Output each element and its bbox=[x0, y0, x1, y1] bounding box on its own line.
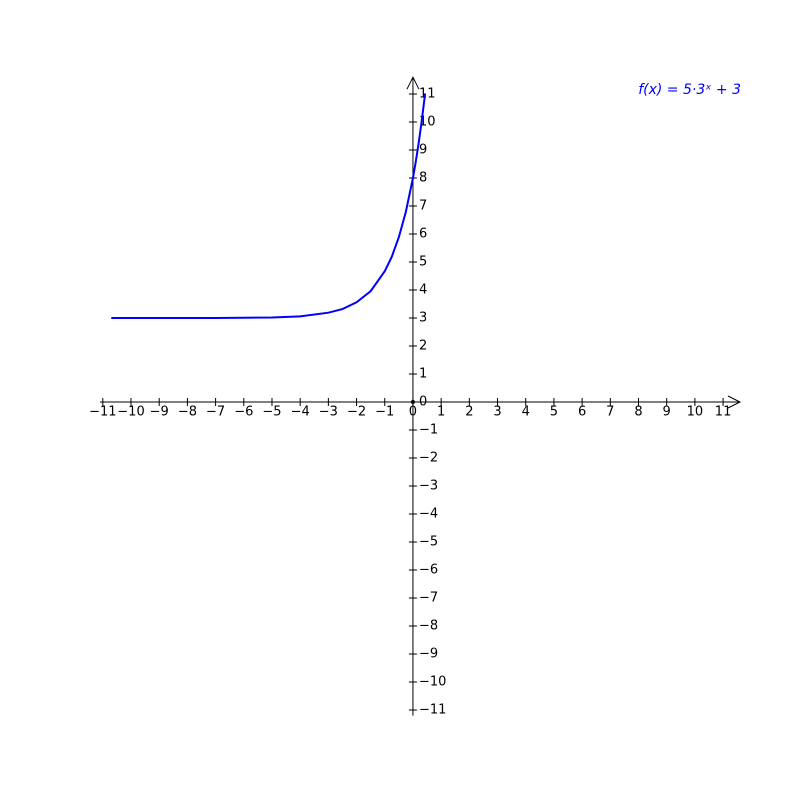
x-tick-label: −8 bbox=[178, 405, 197, 420]
chart-title: f(x) = 5·3ˣ + 3 bbox=[638, 82, 741, 98]
y-tick-label: 1 bbox=[419, 367, 427, 382]
y-tick-label: −1 bbox=[419, 423, 438, 438]
x-tick-label: −4 bbox=[291, 405, 310, 420]
x-tick-label: 5 bbox=[550, 405, 558, 420]
y-tick-label: 6 bbox=[419, 227, 427, 242]
y-tick-label: 11 bbox=[419, 87, 436, 102]
y-tick-label: 9 bbox=[419, 143, 427, 158]
x-tick-label: −1 bbox=[375, 405, 394, 420]
curve bbox=[111, 93, 427, 319]
x-tick-label: −10 bbox=[117, 405, 144, 420]
x-tick-label: 7 bbox=[606, 405, 614, 420]
y-tick-label: 5 bbox=[419, 255, 427, 270]
x-tick-label: −2 bbox=[347, 405, 366, 420]
x-tick-label: −5 bbox=[262, 405, 281, 420]
x-tick-label: −3 bbox=[319, 405, 338, 420]
y-tick-label: 0 bbox=[419, 395, 427, 410]
y-tick-label: −2 bbox=[419, 451, 438, 466]
x-tick-label: 1 bbox=[437, 405, 445, 420]
origin-dot bbox=[410, 400, 415, 404]
y-tick-label: −3 bbox=[419, 479, 438, 494]
x-axis-arrow bbox=[727, 395, 742, 409]
x-tick-label: 11 bbox=[715, 405, 732, 420]
y-tick-label: 2 bbox=[419, 339, 427, 354]
y-tick-label: −9 bbox=[419, 647, 438, 662]
x-tick-label: 0 bbox=[409, 405, 417, 420]
y-tick-label: 10 bbox=[419, 115, 436, 130]
x-tick-label: 4 bbox=[522, 405, 530, 420]
y-tick-label: 7 bbox=[419, 199, 427, 214]
x-tick-label: 10 bbox=[687, 405, 704, 420]
x-tick-label: 2 bbox=[465, 405, 473, 420]
y-tick-label: −4 bbox=[419, 507, 438, 522]
x-tick-label: 9 bbox=[663, 405, 671, 420]
x-tick-label: −7 bbox=[206, 405, 225, 420]
y-tick-label: −5 bbox=[419, 535, 438, 550]
y-tick-label: −7 bbox=[419, 591, 438, 606]
y-tick-label: 4 bbox=[419, 283, 427, 298]
y-tick-label: 8 bbox=[419, 171, 427, 186]
y-tick-label: 3 bbox=[419, 311, 427, 326]
y-axis-arrow bbox=[406, 76, 420, 90]
x-tick-label: 3 bbox=[493, 405, 501, 420]
y-tick-label: −10 bbox=[419, 675, 446, 690]
x-tick-label: −6 bbox=[234, 405, 253, 420]
x-tick-label: −9 bbox=[150, 405, 169, 420]
x-tick-label: 8 bbox=[634, 405, 642, 420]
x-tick-label: 6 bbox=[578, 405, 586, 420]
y-tick-label: −8 bbox=[419, 619, 438, 634]
x-tick-label: −11 bbox=[89, 405, 116, 420]
y-tick-label: −6 bbox=[419, 563, 438, 578]
y-tick-label: −11 bbox=[419, 703, 446, 718]
